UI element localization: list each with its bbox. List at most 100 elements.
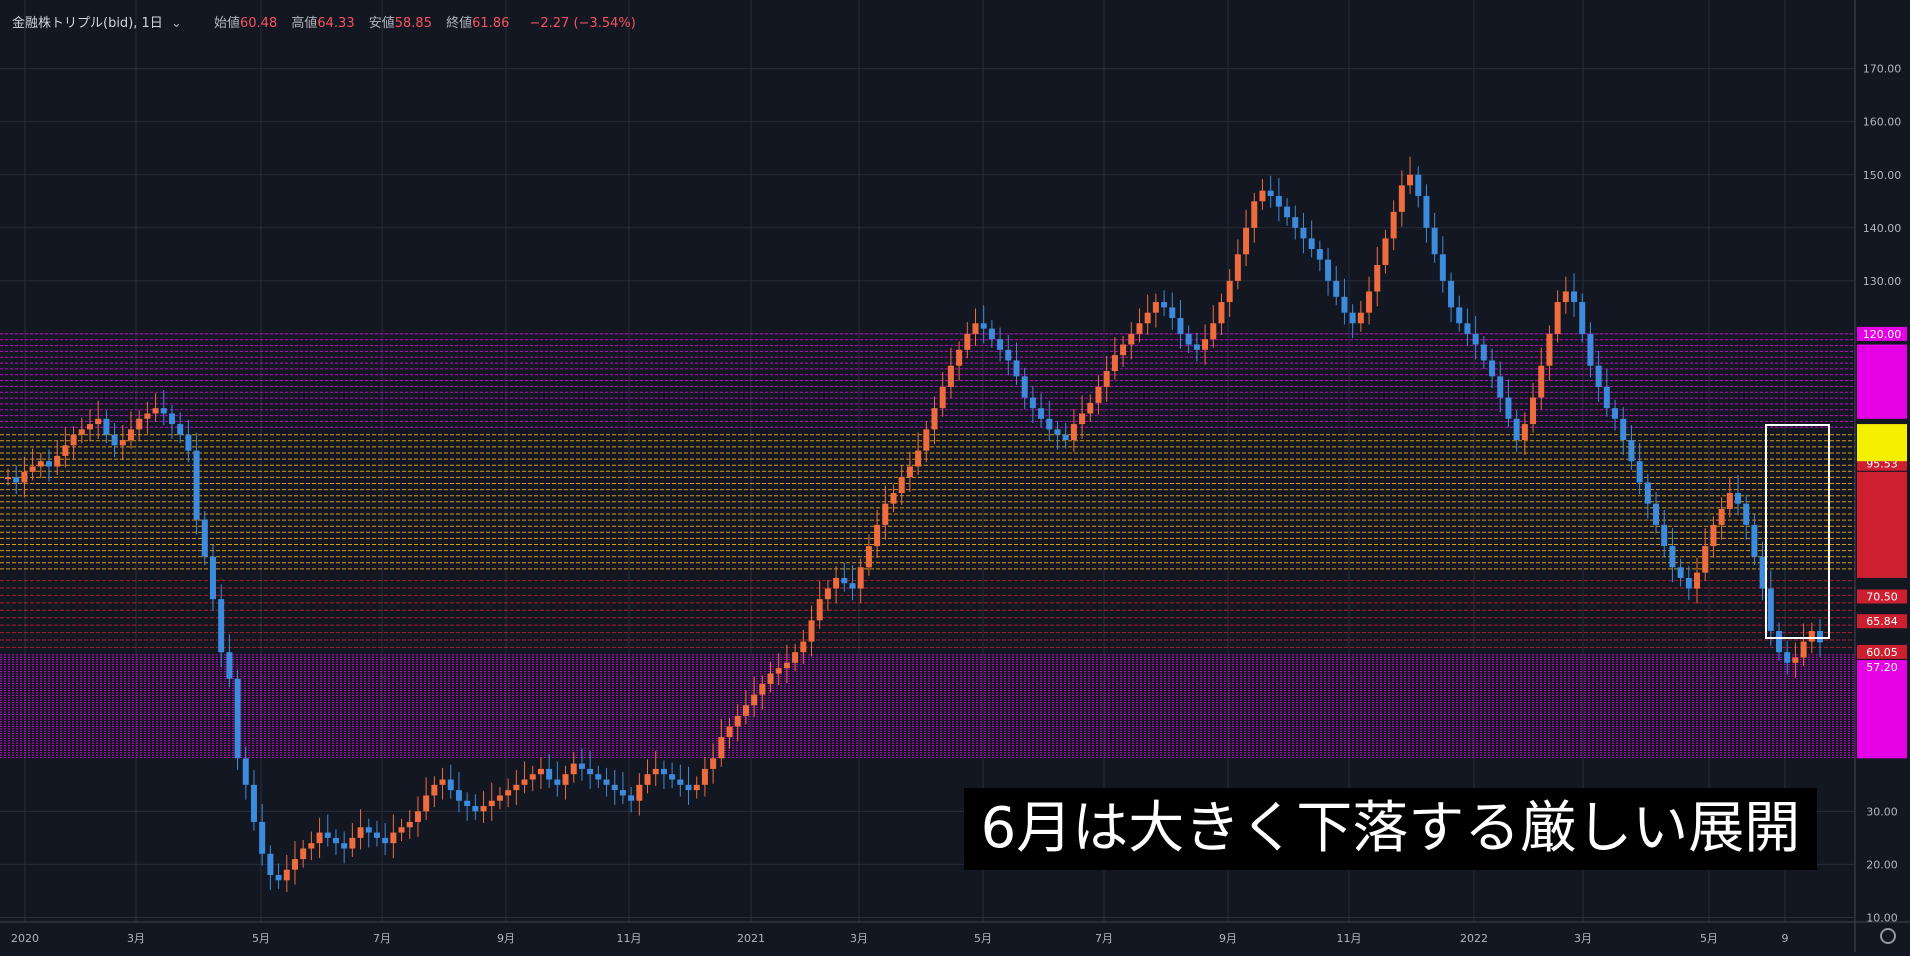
candle-body: [980, 323, 987, 329]
candle-body: [1776, 630, 1783, 653]
candle-body: [1480, 344, 1487, 361]
candle-body: [1169, 307, 1176, 318]
candle-body: [1620, 418, 1627, 440]
axis-strip-red: [1857, 471, 1907, 578]
candle-body: [1685, 577, 1692, 589]
open-value: 60.48: [240, 16, 278, 31]
candle-body: [1612, 408, 1619, 419]
symbol-title[interactable]: 金融株トリプル(bid), 1日: [12, 16, 163, 31]
candle-body: [1546, 333, 1553, 366]
candle-body: [1505, 397, 1512, 419]
candle-body: [1808, 630, 1815, 642]
grid-layer: [0, 0, 1855, 922]
candle-body: [382, 837, 389, 844]
candle-body: [505, 790, 512, 796]
candle-body: [324, 832, 331, 838]
candle-body: [1743, 503, 1750, 525]
candle-body: [431, 784, 438, 796]
candle-body: [1259, 190, 1266, 202]
candle-body: [1038, 408, 1045, 419]
candle-body: [824, 588, 831, 600]
candle-body: [1587, 333, 1594, 366]
y-tick-label: 130.00: [1863, 275, 1902, 288]
candle-body: [1767, 588, 1774, 631]
candles-layer: [5, 156, 1823, 892]
candle-body: [890, 493, 897, 504]
candle-body: [521, 779, 528, 785]
candle-body: [816, 599, 823, 621]
candle-body: [1571, 291, 1578, 303]
candle-body: [874, 524, 881, 547]
candle-body: [1267, 190, 1274, 196]
candle-body: [710, 758, 717, 769]
candle-body: [1538, 365, 1545, 398]
candle-body: [177, 424, 184, 435]
candle-body: [1374, 264, 1381, 292]
candle-body: [595, 774, 602, 780]
candle-body: [808, 620, 815, 642]
candle-body: [13, 477, 20, 483]
candle-body: [1439, 254, 1446, 281]
candle-body: [201, 519, 208, 557]
candle-body: [242, 758, 249, 785]
candle-body: [160, 408, 167, 414]
candle-body: [1161, 302, 1168, 308]
candle-body: [1497, 376, 1504, 398]
candle-body: [168, 413, 175, 425]
price-label-text: 57.20: [1866, 661, 1898, 674]
price-label-badge: [1857, 326, 1907, 341]
candle-body: [1759, 556, 1766, 589]
candle-body: [1669, 546, 1676, 568]
chevron-down-icon[interactable]: ⌄: [170, 16, 182, 31]
price-label-badge: [1857, 660, 1907, 675]
candle-body: [1136, 323, 1143, 334]
candle-body: [751, 694, 758, 706]
x-tick-label: 9: [1782, 932, 1789, 945]
x-tick-label: 9月: [1219, 932, 1237, 945]
candle-body: [1554, 302, 1561, 334]
price-label-text: 70.50: [1866, 590, 1898, 603]
candle-body: [45, 461, 52, 467]
candle-body: [988, 328, 995, 340]
candle-body: [103, 418, 110, 435]
candle-body: [882, 503, 889, 525]
gear-icon[interactable]: [1880, 928, 1896, 944]
candle-body: [283, 869, 290, 881]
price-label-text: 65.84: [1866, 615, 1898, 628]
low-label: 安値: [368, 16, 395, 31]
candle-body: [1751, 524, 1758, 557]
candle-body: [29, 466, 36, 472]
candle-body: [1234, 254, 1241, 281]
candle-body: [570, 763, 577, 775]
candle-body: [144, 413, 151, 419]
candle-body: [62, 445, 69, 456]
candle-body: [1464, 323, 1471, 334]
candle-body: [439, 779, 446, 785]
candle-body: [21, 471, 28, 483]
candle-body: [792, 652, 799, 663]
candle-body: [226, 652, 233, 679]
candle-body: [1800, 641, 1807, 658]
candle-body: [1489, 360, 1496, 377]
candle-body: [136, 418, 143, 430]
highlight-box: [1765, 424, 1830, 639]
candle-body: [759, 684, 766, 695]
candle-body: [373, 832, 380, 838]
candle-body: [1275, 195, 1282, 207]
candle-body: [1070, 424, 1077, 440]
candle-body: [1357, 312, 1364, 324]
candle-body: [332, 837, 339, 844]
candle-body: [70, 434, 77, 446]
candle-body: [734, 715, 741, 727]
candle-body: [1243, 227, 1250, 255]
candle-body: [1653, 503, 1660, 525]
candle-body: [1103, 371, 1110, 387]
candle-body: [1152, 302, 1159, 313]
candle-body: [939, 386, 946, 409]
x-tick-label: 5月: [1700, 932, 1718, 945]
candle-body: [865, 546, 872, 568]
candle-body: [95, 418, 102, 425]
candle-body: [472, 806, 479, 812]
